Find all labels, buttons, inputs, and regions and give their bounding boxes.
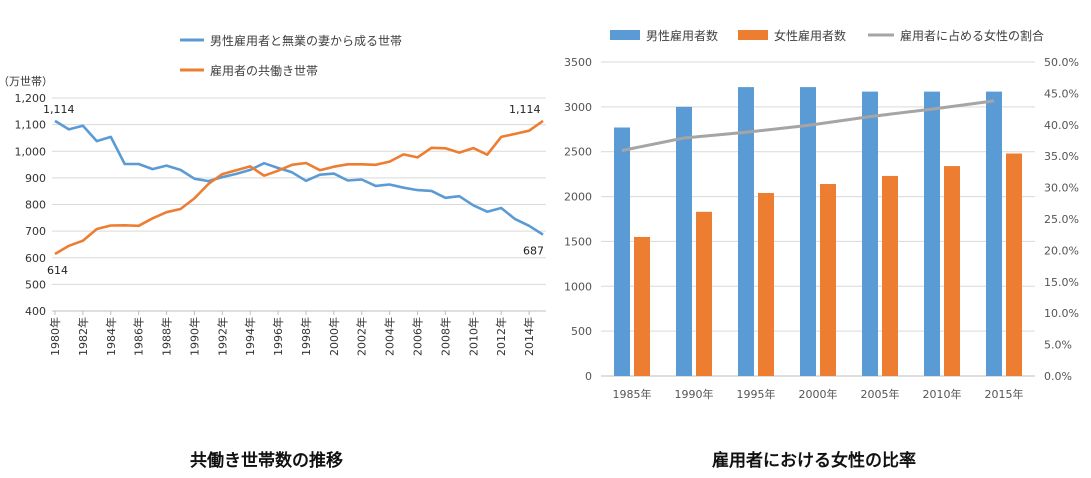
left-data-label: 1,114 xyxy=(43,103,75,116)
left-chart-caption: 共働き世帯数の推移 xyxy=(190,451,343,471)
right-x-tick-label: 2015年 xyxy=(985,387,1024,401)
right-x-tick-label: 1985年 xyxy=(613,387,652,401)
dual-income-households-line xyxy=(54,119,544,256)
left-y-unit-label: （万世帯） xyxy=(0,75,53,88)
legend-label-female-ratio: 雇用者に占める女性の割合 xyxy=(900,28,1044,43)
female-employees-bar xyxy=(634,236,650,376)
left-y-tick-label: 800 xyxy=(25,199,46,212)
female-employees-bar xyxy=(758,192,774,376)
right-gridlines xyxy=(601,61,1035,377)
left-data-label: 1,114 xyxy=(509,103,541,116)
legend-label-dual-income: 雇用者の共働き世帯 xyxy=(210,63,318,78)
left-x-tick-label: 2004年 xyxy=(383,317,397,356)
right-ratio-line xyxy=(621,99,995,152)
left-data-label: 687 xyxy=(523,245,544,258)
left-legend: 男性雇用者と無業の妻から成る世帯 雇用者の共働き世帯 xyxy=(180,33,402,78)
right-bars xyxy=(614,87,1022,377)
left-y-tick-label: 1,000 xyxy=(15,145,47,158)
left-x-tick-label: 2010年 xyxy=(466,317,480,356)
male-employees-bar xyxy=(614,127,630,377)
right-y-tick-label: 2000 xyxy=(564,191,592,204)
female-employees-bar xyxy=(696,211,712,376)
right-y2-tick-label: 35.0% xyxy=(1044,150,1079,163)
male-employees-bar xyxy=(738,87,754,377)
right-x-tick-label: 2010年 xyxy=(923,387,962,401)
right-legend: 男性雇用者数 女性雇用者数 雇用者に占める女性の割合 xyxy=(610,28,1044,43)
left-x-tick-labels: 1980年 1982年 1984年 1986年 1988年 1990年 1992年 1994年… xyxy=(48,311,536,356)
right-y-tick-label: 1500 xyxy=(564,235,592,248)
left-x-tick-label: 2008年 xyxy=(438,317,452,356)
right-x-tick-label: 1995年 xyxy=(737,387,776,401)
left-y-tick-label: 1,200 xyxy=(15,92,47,105)
right-chart-caption: 雇用者における女性の比率 xyxy=(712,451,916,471)
legend-swatch-female-employees xyxy=(738,30,768,40)
left-x-tick-label: 1996年 xyxy=(271,317,285,356)
female-employees-bar xyxy=(820,184,836,376)
right-y2-tick-label: 30.0% xyxy=(1044,182,1079,195)
left-y-tick-label: 1,100 xyxy=(15,119,47,132)
left-y-tick-label: 400 xyxy=(25,305,46,318)
right-y-tick-label: 3000 xyxy=(564,101,592,114)
female-employees-bar xyxy=(944,166,960,376)
left-y-tick-label: 900 xyxy=(25,172,46,185)
left-series-lines xyxy=(54,119,544,256)
female-employees-bar xyxy=(1006,153,1022,376)
right-y2-tick-label: 0.0% xyxy=(1044,370,1072,383)
left-data-labels: 1,114 614 1,114 687 xyxy=(43,103,544,277)
left-x-tick-label: 1982年 xyxy=(76,317,90,356)
left-x-tick-label: 1988年 xyxy=(160,317,174,356)
left-x-tick-label: 2000年 xyxy=(327,317,341,356)
right-y2-tick-label: 20.0% xyxy=(1044,244,1079,257)
left-x-tick-label: 1992年 xyxy=(215,317,229,356)
legend-label-male-employees: 男性雇用者数 xyxy=(646,28,718,43)
male-employees-bar xyxy=(862,91,878,376)
right-y-tick-label: 500 xyxy=(571,325,592,338)
left-x-tick-label: 1994年 xyxy=(243,317,257,356)
right-y2-tick-label: 50.0% xyxy=(1044,56,1079,69)
male-earner-households-line xyxy=(54,119,544,236)
female-ratio-line xyxy=(621,99,995,152)
left-y-tick-label: 700 xyxy=(25,225,46,238)
right-y-tick-label: 1000 xyxy=(564,280,592,293)
left-x-tick-label: 1984年 xyxy=(104,317,118,356)
right-y2-tick-label: 15.0% xyxy=(1044,276,1079,289)
left-x-tick-label: 2014年 xyxy=(522,317,536,356)
employees-bar-chart: 男性雇用者数 女性雇用者数 雇用者に占める女性の割合 0 500 1000 1500 2… xyxy=(564,28,1079,401)
right-y2-tick-label: 10.0% xyxy=(1044,307,1079,320)
right-x-tick-label: 2000年 xyxy=(799,387,838,401)
left-x-tick-label: 2002年 xyxy=(355,317,369,356)
female-employees-bar xyxy=(882,175,898,376)
left-y-tick-label: 500 xyxy=(25,278,46,291)
left-x-tick-label: 1980年 xyxy=(48,317,62,356)
male-employees-bar xyxy=(986,91,1002,376)
right-left-axis-tick-labels: 0 500 1000 1500 2000 2500 3000 3500 xyxy=(564,56,592,383)
male-employees-bar xyxy=(924,91,940,376)
legend-label-male-earner: 男性雇用者と無業の妻から成る世帯 xyxy=(210,33,402,48)
right-x-tick-labels: 1985年 1990年 1995年 2000年 2005年 2010年 2015年 xyxy=(613,387,1024,401)
left-x-tick-label: 1998年 xyxy=(299,317,313,356)
right-x-tick-label: 1990年 xyxy=(675,387,714,401)
right-y2-tick-label: 25.0% xyxy=(1044,213,1079,226)
left-x-tick-label: 1990年 xyxy=(187,317,201,356)
left-y-tick-label: 600 xyxy=(25,252,46,265)
legend-label-female-employees: 女性雇用者数 xyxy=(774,28,846,43)
households-line-chart: 男性雇用者と無業の妻から成る世帯 雇用者の共働き世帯 （万世帯） 4005006… xyxy=(0,33,546,356)
right-y2-tick-label: 45.0% xyxy=(1044,87,1079,100)
male-employees-bar xyxy=(676,106,692,376)
left-y-tick-labels: 400 500 600 700 800 900 1,000 1,100 1,200 xyxy=(15,92,47,318)
right-y2-tick-label: 5.0% xyxy=(1044,339,1072,352)
left-data-label: 614 xyxy=(47,264,68,277)
left-x-tick-label: 1986年 xyxy=(132,317,146,356)
left-x-tick-label: 2006年 xyxy=(411,317,425,356)
right-y2-tick-label: 40.0% xyxy=(1044,119,1079,132)
right-right-axis-tick-labels: 0.0% 5.0% 10.0% 15.0% 20.0% 25.0% 30.0% 35.0% 40… xyxy=(1044,56,1079,383)
right-x-tick-label: 2005年 xyxy=(861,387,900,401)
male-employees-bar xyxy=(800,87,816,377)
right-y-tick-label: 2500 xyxy=(564,146,592,159)
left-x-tick-label: 2012年 xyxy=(494,317,508,356)
right-y-tick-label: 3500 xyxy=(564,56,592,69)
right-y-tick-label: 0 xyxy=(585,370,592,383)
legend-swatch-male-employees xyxy=(610,30,640,40)
